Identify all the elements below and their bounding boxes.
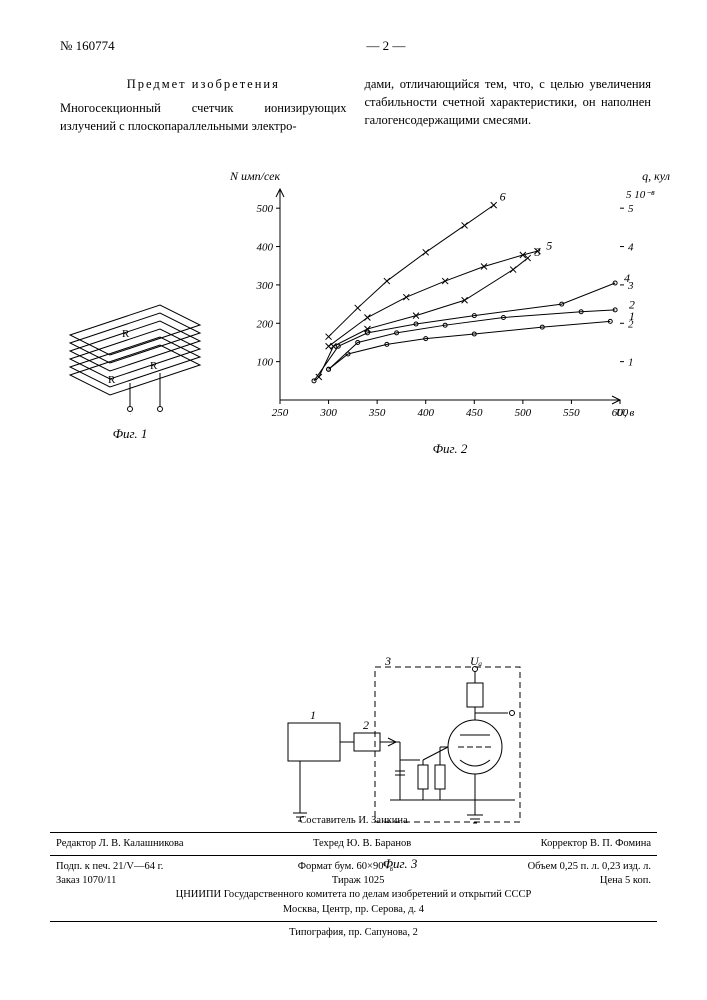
svg-text:4: 4	[628, 242, 634, 254]
techred: Техред Ю. В. Баранов	[313, 837, 411, 851]
print-date: Подп. к печ. 21/V—64 г.	[56, 860, 163, 874]
volume: Объем 0,25 п. л. 0,23 изд. л.	[528, 860, 651, 874]
imprint-block: Составитель И. Заикина Редактор Л. В. Ка…	[50, 814, 657, 940]
svg-text:5: 5	[628, 203, 634, 215]
typography-line: Типография, пр. Сапунова, 2	[50, 926, 657, 940]
claim-text-right: дами, отличающийся тем, что, с целью уве…	[364, 77, 651, 127]
fig2-svg: 2503003504004505005506001002003004005001…	[240, 175, 660, 430]
fig1-label-R-top: R	[122, 328, 130, 340]
svg-text:1: 1	[628, 357, 634, 369]
claim-right-column: дами, отличающийся тем, что, с целью уве…	[364, 75, 651, 129]
svg-text:400: 400	[417, 407, 434, 419]
svg-text:3: 3	[534, 245, 541, 259]
svg-text:250: 250	[272, 407, 289, 419]
fig3-label-1: 1	[310, 708, 316, 722]
price: Цена 5 коп.	[600, 874, 651, 888]
svg-text:300: 300	[256, 280, 274, 292]
claim-section: Предмет изобретения Многосекционный счет…	[60, 75, 657, 135]
org-line: ЦНИИПИ Государственного комитета по дела…	[50, 888, 657, 902]
fig1-label-R-left: R	[108, 374, 116, 386]
figure-2: N имп/сек q, кул 25030035040045050055060…	[240, 175, 660, 445]
paper-format: Формат бум. 60×90¹/₈	[298, 860, 393, 874]
addr-line: Москва, Центр, пр. Серова, д. 4	[50, 903, 657, 917]
fig1-minus: —	[154, 410, 168, 415]
fig3-label-2: 2	[363, 718, 369, 732]
fig3-label-3: 3	[384, 655, 391, 668]
doc-number: № 160774	[60, 38, 115, 54]
svg-text:500: 500	[515, 407, 532, 419]
page: № 160774 — 2 — Предмет изобретения Много…	[0, 0, 707, 1000]
page-number: — 2 —	[366, 38, 405, 54]
fig1-caption: Фиг. 1	[40, 426, 220, 442]
compiler-line: Составитель И. Заикина	[50, 814, 657, 828]
svg-text:U, в: U, в	[616, 407, 634, 419]
fig1-plus: +	[127, 410, 134, 415]
svg-text:4: 4	[624, 271, 630, 285]
order-no: Заказ 1070/11	[56, 874, 116, 888]
svg-text:100: 100	[257, 357, 274, 369]
fig1-label-R-right: R	[150, 360, 158, 372]
print-row-1: Подп. к печ. 21/V—64 г. Формат бум. 60×9…	[50, 860, 657, 874]
svg-text:350: 350	[368, 407, 386, 419]
svg-text:1: 1	[629, 309, 635, 323]
svg-text:200: 200	[257, 318, 274, 330]
fig2-ylabel-right: q, кул	[642, 169, 670, 184]
svg-text:5 10⁻⁸: 5 10⁻⁸	[626, 189, 655, 201]
svg-text:550: 550	[563, 407, 580, 419]
svg-text:300: 300	[319, 407, 337, 419]
claim-heading: Предмет изобретения	[60, 75, 347, 93]
print-row-2: Заказ 1070/11 Тираж 1025 Цена 5 коп.	[50, 874, 657, 888]
svg-text:400: 400	[257, 242, 274, 254]
fig2-ylabel-left: N имп/сек	[230, 169, 280, 184]
figure-1: R R R + — Фиг. 1	[40, 265, 220, 442]
fig2-caption: Фиг. 2	[240, 441, 660, 457]
claim-left-column: Предмет изобретения Многосекционный счет…	[60, 75, 347, 135]
fig1-svg: R R R + —	[50, 265, 210, 415]
svg-text:450: 450	[466, 407, 483, 419]
svg-text:6: 6	[500, 190, 506, 204]
editor: Редактор Л. В. Калашникова	[56, 837, 184, 851]
credits-row: Редактор Л. В. Калашникова Техред Ю. В. …	[50, 837, 657, 851]
fig3-label-Ua: Uₐ	[470, 655, 483, 668]
svg-text:500: 500	[257, 203, 274, 215]
svg-text:5: 5	[546, 239, 552, 253]
tirazh: Тираж 1025	[332, 874, 385, 888]
header: № 160774 — 2 —	[60, 38, 657, 54]
corrector: Корректор В. П. Фомина	[541, 837, 651, 851]
claim-text-left: Многосекционный счетчик ионизирующих изл…	[60, 101, 347, 133]
